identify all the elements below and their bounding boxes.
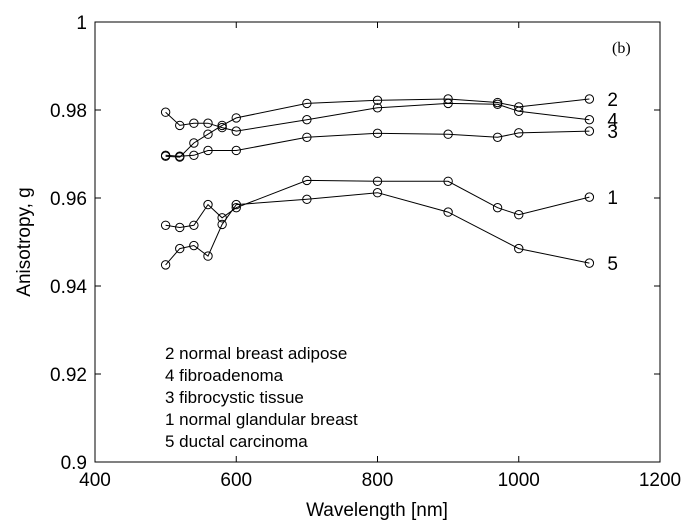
- legend-text-block: 2 normal breast adipose 4 fibroadenoma 3…: [165, 344, 358, 451]
- legend-entry: 1 normal glandular breast: [165, 410, 358, 429]
- data-point-series-4: [492, 99, 503, 109]
- data-point-series-1: [203, 199, 213, 210]
- data-point-series-1: [302, 175, 312, 186]
- data-point-series-5: [514, 243, 524, 254]
- data-point-series-2: [231, 113, 241, 123]
- y-tick-label: 0.94: [50, 277, 87, 298]
- legend-entry: 5 ductal carcinoma: [165, 432, 308, 451]
- data-point-series-3: [443, 129, 453, 139]
- data-point-series-1: [492, 202, 503, 213]
- y-axis-title: Anisotropy, g: [14, 187, 35, 296]
- y-tick-label: 0.92: [50, 365, 87, 386]
- data-point-series-1: [584, 192, 595, 202]
- y-tick-label: 0.98: [50, 101, 87, 122]
- data-point-series-5: [160, 260, 171, 270]
- series-line-1: [165, 179, 590, 229]
- data-point-series-3: [302, 132, 312, 142]
- data-point-series-1: [189, 220, 199, 230]
- data-point-series-1: [231, 202, 241, 213]
- data-point-series-2: [203, 129, 213, 139]
- data-point-series-4: [443, 98, 453, 109]
- y-tick-labels: 0.9 0.92 0.94 0.96 0.98 1: [50, 13, 87, 474]
- series-label-1: 1: [607, 188, 618, 209]
- series-label-3: 3: [607, 122, 618, 143]
- y-tick-label: 0.96: [50, 189, 87, 210]
- x-tick-label: 800: [362, 470, 394, 491]
- data-point-series-3: [372, 128, 383, 139]
- data-point-series-3: [175, 151, 185, 161]
- y-tick-label: 0.9: [61, 453, 87, 474]
- data-point-series-3: [584, 126, 595, 136]
- data-point-series-2: [584, 94, 595, 104]
- data-point-series-1: [443, 176, 453, 186]
- y-tick-label: 1: [76, 13, 87, 34]
- axis-ticks: [94, 21, 661, 463]
- data-point-series-4: [175, 120, 185, 131]
- legend-entry: 4 fibroadenoma: [165, 366, 284, 385]
- series-label-5: 5: [607, 254, 618, 275]
- data-point-series-4: [372, 103, 383, 113]
- series-end-labels: 243 1 5: [607, 90, 618, 275]
- data-point-series-3: [203, 145, 213, 156]
- series-line-5: [165, 192, 590, 266]
- data-point-series-5: [175, 243, 185, 254]
- data-point-series-2: [514, 102, 524, 112]
- panel-label: (b): [612, 40, 631, 57]
- x-tick-label: 1000: [498, 470, 540, 491]
- x-axis-title: Wavelength [nm]: [306, 500, 448, 521]
- data-point-series-4: [231, 126, 241, 136]
- data-point-series-1: [175, 222, 185, 233]
- data-point-series-5: [302, 194, 312, 205]
- data-point-series-2: [189, 138, 199, 148]
- data-point-series-2: [302, 98, 312, 109]
- data-point-series-2: [443, 94, 453, 104]
- series-label-2: 2: [607, 90, 618, 111]
- data-point-series-3: [514, 128, 524, 138]
- data-point-series-4: [584, 114, 595, 125]
- x-tick-label: 400: [79, 470, 111, 491]
- series-markers: [160, 94, 595, 270]
- data-point-series-3: [160, 150, 171, 161]
- data-point-series-2: [217, 120, 227, 131]
- data-point-series-4: [514, 106, 524, 117]
- data-point-series-1: [160, 220, 171, 230]
- data-point-series-5: [231, 199, 241, 210]
- data-point-series-5: [443, 207, 453, 217]
- data-point-series-3: [231, 145, 241, 156]
- data-point-series-5: [203, 251, 213, 261]
- legend-entry: 2 normal breast adipose: [165, 344, 347, 363]
- data-point-series-4: [302, 114, 312, 125]
- data-point-series-5: [217, 219, 227, 230]
- data-point-series-3: [492, 132, 503, 142]
- data-point-series-5: [372, 188, 383, 198]
- data-point-series-4: [160, 107, 171, 117]
- plot-frame: [94, 21, 661, 463]
- data-point-series-3: [189, 150, 199, 161]
- data-point-series-1: [217, 213, 227, 223]
- x-tick-label: 600: [220, 470, 252, 491]
- data-point-series-4: [189, 118, 199, 128]
- x-tick-label: 1200: [639, 470, 681, 491]
- data-point-series-5: [584, 258, 595, 268]
- data-point-series-4: [217, 122, 227, 133]
- series-label-4: 4: [607, 111, 618, 132]
- data-point-series-2: [372, 95, 383, 106]
- x-tick-labels: 400 600 800 1000 1200: [79, 470, 681, 491]
- data-point-series-4: [203, 118, 213, 128]
- data-point-series-5: [189, 240, 199, 251]
- series-line-2: [165, 98, 590, 158]
- data-point-series-1: [514, 210, 524, 220]
- data-point-series-1: [372, 176, 383, 186]
- legend-entry: 3 fibrocystic tissue: [165, 388, 304, 407]
